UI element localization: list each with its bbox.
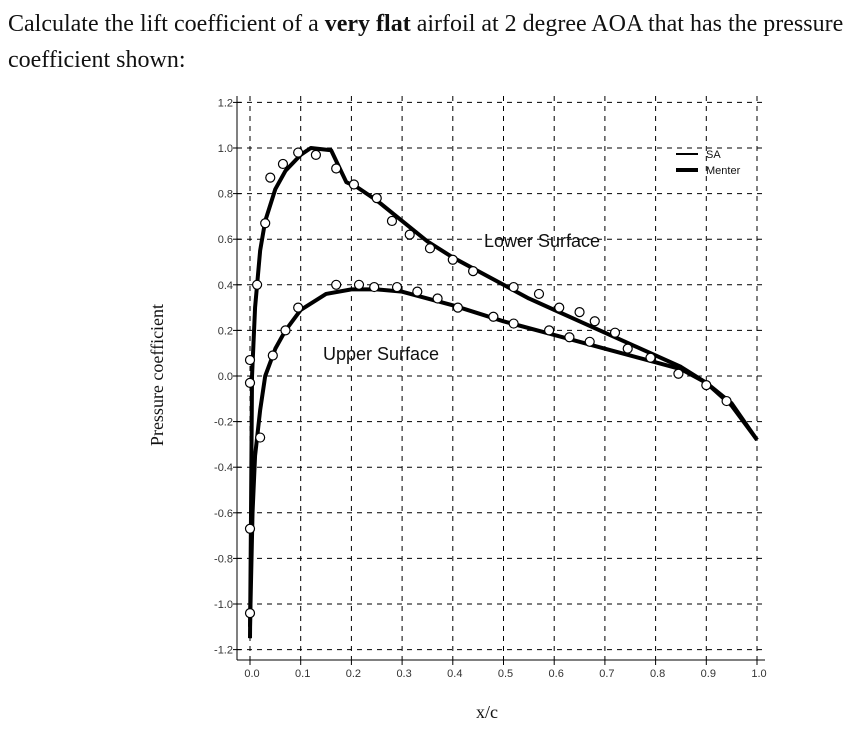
upper-experiment-point xyxy=(353,279,365,290)
lower-experiment-point xyxy=(645,352,656,363)
lower-experiment-point xyxy=(265,172,276,183)
lower-experiment-point xyxy=(348,179,360,190)
y-tick-label: -0.6 xyxy=(214,508,233,520)
lower-surface-sa-curve xyxy=(249,147,758,639)
upper-experiment-point xyxy=(267,350,278,361)
y-tick-label: -0.2 xyxy=(214,417,233,429)
y-tick-label: -0.4 xyxy=(214,462,233,474)
y-tick-label: 0.6 xyxy=(218,234,233,246)
y-tick-label: 1.0 xyxy=(218,143,233,155)
lower-experiment-point xyxy=(447,254,458,265)
question-part: airfoil at 2 degree AOA that has the pre… xyxy=(8,11,844,73)
lower-experiment-point xyxy=(331,163,342,174)
x-axis-label: x/c xyxy=(476,702,498,722)
upper-experiment-point xyxy=(508,318,519,329)
lower-experiment-point xyxy=(260,218,271,229)
upper-experiment-point xyxy=(391,281,403,293)
y-tick-label: 0.0 xyxy=(218,371,233,383)
legend-menter-label: Menter xyxy=(706,165,741,177)
question-text: Calculate the lift coefficient of a very… xyxy=(8,6,854,78)
y-tick-label: 0.4 xyxy=(218,280,233,292)
upper-experiment-point xyxy=(280,325,291,336)
lower-experiment-point xyxy=(574,307,585,318)
y-tick-label: -1.2 xyxy=(214,645,233,657)
upper-surface-label: Upper Surface xyxy=(323,344,439,364)
upper-experiment-point xyxy=(331,279,342,290)
question-part: Calculate the lift coefficient of a xyxy=(8,11,325,37)
lower-experiment-point xyxy=(244,608,256,619)
y-tick-label: -1.0 xyxy=(214,599,233,611)
y-tick-label: 1.2 xyxy=(218,97,233,109)
lower-experiment-point xyxy=(622,343,633,354)
upper-experiment-point xyxy=(488,311,499,322)
x-tick-label: 0.9 xyxy=(701,668,716,680)
x-tick-label: 0.3 xyxy=(396,668,411,680)
x-tick-label: 0.6 xyxy=(549,668,564,680)
lower-experiment-point xyxy=(533,288,545,300)
x-tick-label: 0.8 xyxy=(650,668,665,680)
lower-experiment-point xyxy=(310,149,322,160)
lower-experiment-point xyxy=(508,281,519,293)
x-tick-label: 0.1 xyxy=(295,668,310,680)
lower-experiment-point xyxy=(277,158,289,170)
upper-experiment-point xyxy=(369,281,380,293)
y-tick-label: 0.8 xyxy=(218,189,233,201)
upper-experiment-point xyxy=(432,293,443,304)
lower-experiment-point xyxy=(721,395,732,407)
x-tick-label: 0.4 xyxy=(447,668,462,680)
lower-experiment-point xyxy=(609,327,621,338)
question-emphasis: very flat xyxy=(324,11,411,37)
lower-surface-label: Lower Surface xyxy=(484,231,600,251)
lower-surface-menter-curve xyxy=(248,146,759,639)
lower-experiment-point xyxy=(251,279,263,290)
upper-experiment-point xyxy=(452,302,463,313)
lower-experiment-point xyxy=(673,368,684,379)
x-tick-label: 0.2 xyxy=(346,668,361,680)
lower-experiment-point xyxy=(244,377,256,388)
y-axis-label: Pressure coefficient xyxy=(147,304,167,446)
lower-experiment-point xyxy=(589,316,600,327)
upper-experiment-point xyxy=(255,432,266,443)
lower-experiment-point xyxy=(701,380,712,391)
y-tick-label: 0.2 xyxy=(218,325,233,337)
x-tick-label: 1.0 xyxy=(751,668,766,680)
upper-experiment-point xyxy=(293,302,304,313)
legend-sa-label: SA xyxy=(706,149,721,161)
upper-experiment-point xyxy=(412,286,423,297)
x-tick-label: 0.0 xyxy=(244,668,259,680)
lower-experiment-point xyxy=(467,266,479,277)
lower-experiment-point xyxy=(293,147,304,158)
x-tick-label: 0.5 xyxy=(498,668,513,680)
lower-experiment-point xyxy=(244,523,256,534)
lower-experiment-point xyxy=(424,243,436,254)
lower-experiment-point xyxy=(371,193,382,204)
lower-experiment-point xyxy=(386,215,398,227)
lower-experiment-point xyxy=(244,354,256,366)
lower-experiment-point xyxy=(554,302,565,313)
upper-experiment-point xyxy=(544,325,555,336)
y-tick-label: -0.8 xyxy=(214,553,233,565)
upper-experiment-point xyxy=(564,332,575,343)
lower-experiment-point xyxy=(404,229,415,240)
upper-experiment-point xyxy=(584,336,595,347)
x-tick-label: 0.7 xyxy=(599,668,614,680)
